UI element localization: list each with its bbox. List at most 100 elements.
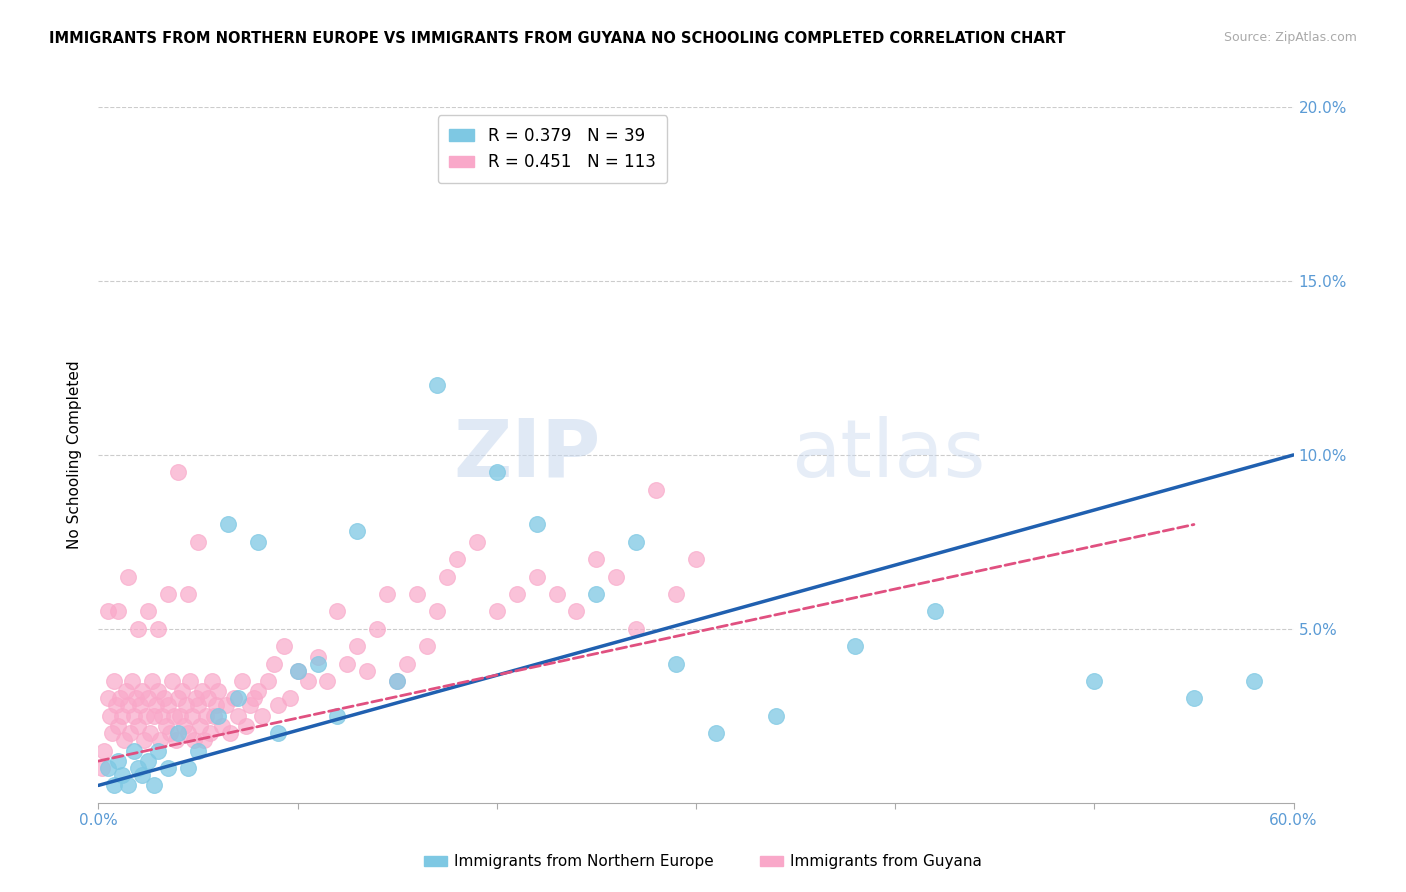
Point [565,605,588,619]
Point [645,483,668,497]
Point [585,552,607,566]
Point [207,708,229,723]
Point [184,691,207,706]
Point [585,587,607,601]
Point [246,684,269,698]
Point [195,708,218,723]
Point [148,622,170,636]
Point [765,708,787,723]
Y-axis label: No Schooling Completed: No Schooling Completed [67,360,83,549]
Point [173,719,195,733]
Point [273,639,295,653]
Point [107,754,129,768]
Point [136,605,159,619]
Point [366,622,388,636]
Point [685,552,707,566]
Point [416,639,439,653]
Point [526,570,548,584]
Point [129,698,152,713]
Point [179,674,201,689]
Point [307,657,329,671]
Point [159,726,181,740]
Point [385,674,409,689]
Point [136,754,159,768]
Point [97,761,120,775]
Point [93,744,115,758]
Point [177,761,200,775]
Point [136,691,159,706]
Point [160,674,183,689]
Point [143,708,166,723]
Point [134,733,156,747]
Point [278,691,301,706]
Point [117,698,139,713]
Point [187,698,209,713]
Point [250,708,273,723]
Point [127,719,149,733]
Point [141,674,163,689]
Point [704,726,727,740]
Point [297,674,319,689]
Point [111,708,134,723]
Point [191,684,214,698]
Point [326,708,349,723]
Point [1182,691,1205,706]
Point [231,674,253,689]
Point [145,698,167,713]
Point [183,733,205,747]
Point [127,622,149,636]
Point [167,691,190,706]
Point [143,778,166,792]
Point [157,761,180,775]
Point [485,605,508,619]
Point [217,517,239,532]
Point [219,726,242,740]
Point [239,698,262,713]
Point [436,570,458,584]
Point [465,534,488,549]
Point [263,657,285,671]
Point [426,378,449,392]
Point [165,733,187,747]
Point [256,674,278,689]
Point [426,605,449,619]
Point [267,726,290,740]
Point [287,664,309,678]
Point [174,698,197,713]
Legend: R = 0.379   N = 39, R = 0.451   N = 113: R = 0.379 N = 39, R = 0.451 N = 113 [437,115,668,183]
Point [172,684,194,698]
Point [103,674,125,689]
Point [124,744,146,758]
Point [243,691,266,706]
Point [307,649,329,664]
Point [125,691,148,706]
Point [222,691,245,706]
Point [844,639,866,653]
Text: IMMIGRANTS FROM NORTHERN EUROPE VS IMMIGRANTS FROM GUYANA NO SCHOOLING COMPLETED: IMMIGRANTS FROM NORTHERN EUROPE VS IMMIG… [49,31,1066,46]
Text: Source: ZipAtlas.com: Source: ZipAtlas.com [1223,31,1357,45]
Point [396,657,419,671]
Point [110,691,132,706]
Point [169,708,191,723]
Point [167,466,190,480]
Point [127,761,149,775]
Point [103,778,125,792]
Point [157,587,180,601]
Point [346,639,368,653]
Point [215,698,238,713]
Point [157,698,180,713]
Point [485,466,508,480]
Point [148,684,170,698]
Point [375,587,398,601]
Point [112,733,135,747]
Point [198,726,221,740]
Point [197,691,219,706]
Point [665,587,688,601]
Point [1083,674,1105,689]
Point [181,708,204,723]
Point [201,674,224,689]
Point [207,684,229,698]
Point [605,570,627,584]
Point [193,733,215,747]
Point [188,719,211,733]
